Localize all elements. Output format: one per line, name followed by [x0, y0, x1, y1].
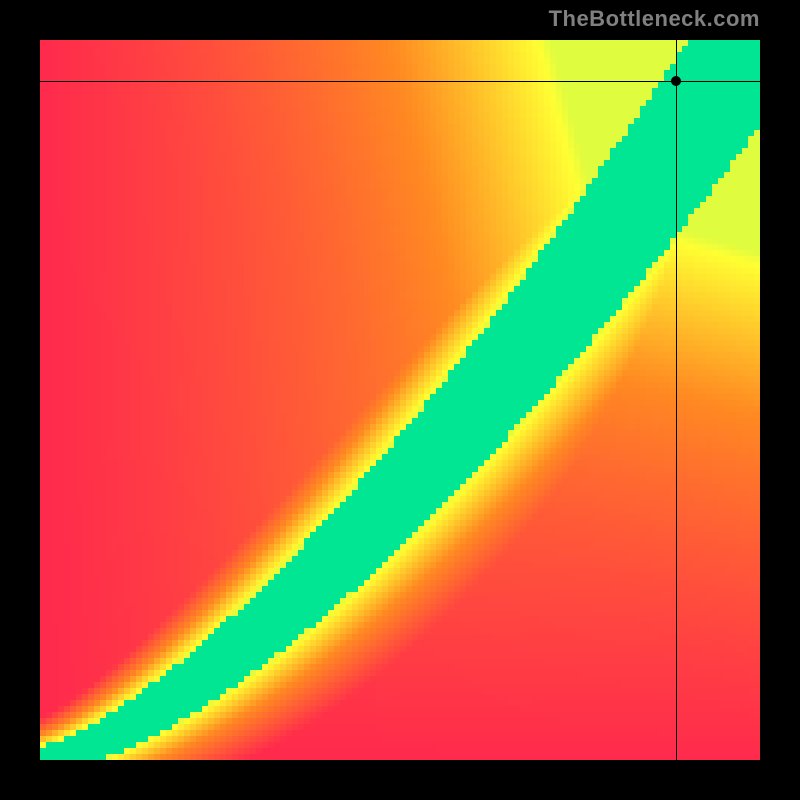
plot-area	[40, 40, 760, 760]
chart-root: TheBottleneck.com	[0, 0, 800, 800]
crosshair-marker	[671, 76, 681, 86]
watermark-text: TheBottleneck.com	[549, 6, 760, 32]
heatmap-canvas	[40, 40, 760, 760]
crosshair-vertical	[676, 40, 677, 760]
crosshair-horizontal	[40, 81, 760, 82]
